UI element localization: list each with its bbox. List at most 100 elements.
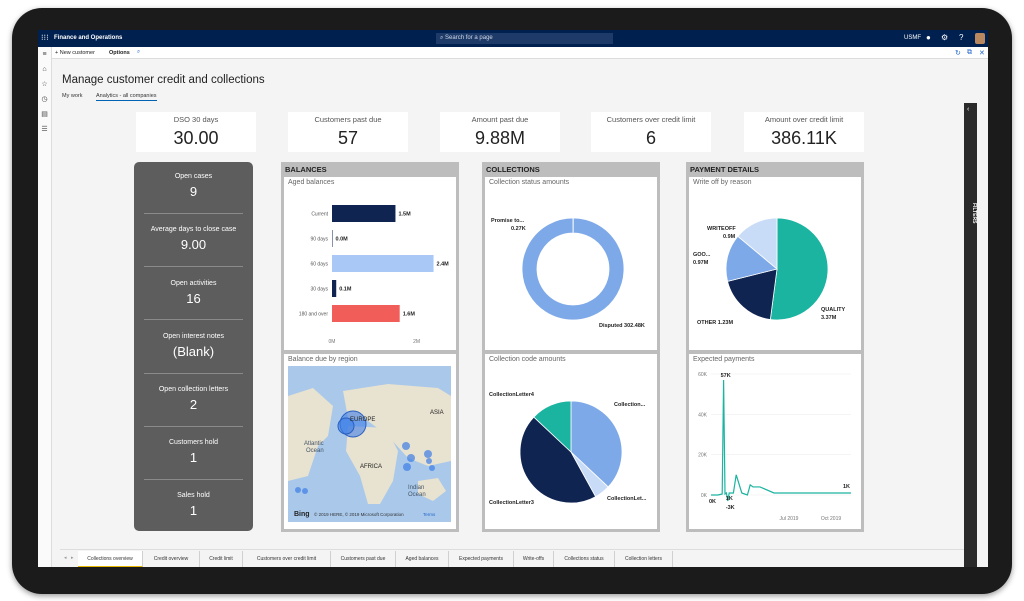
summary-label: Open collection letters [158,386,229,393]
summary-item[interactable]: Open activities 16 [134,280,253,306]
options-button[interactable]: Options [109,50,130,56]
map-terms-link: Terms [423,512,436,517]
y-tick-label: 20K [698,453,708,459]
region-map[interactable]: EUROPE ASIA Atlantic Ocean AFRICA Indian… [288,366,451,522]
expected-payments-chart: 0K 20K 40K 60K Jul 2019 Oct 2019 0K 57K 1K -3K 1K [698,372,851,522]
help-icon[interactable]: ? [959,33,964,42]
collection-status-card[interactable]: Collection status amounts Promise to... 0… [485,177,657,350]
app-name[interactable]: Finance and Operations [54,35,123,41]
divider [144,373,243,374]
kpi-tile[interactable]: DSO 30 days 30.00 [136,112,256,152]
kpi-label: Amount over credit limit [764,115,844,124]
bar-data-label: 0.1M [339,287,352,293]
summary-value: 16 [186,291,201,306]
card-title: Balance due by region [288,356,358,363]
new-customer-button[interactable]: + New customer [55,50,95,56]
map-attribution: © 2019 HERE, © 2019 Microsoft Corporatio… [314,511,404,517]
divider [144,266,243,267]
search-icon: ⌕ [440,35,444,41]
tab-next-icon[interactable]: ▸ [71,555,74,561]
filters-pane[interactable]: ‹ FILTERS [964,103,977,567]
bell-icon[interactable]: ● [926,33,931,42]
slice-label: CollectionLet... [607,496,647,502]
list-icon[interactable]: ☰ [41,126,48,133]
summary-value: 9.00 [180,237,207,252]
summary-item[interactable]: Customers hold 1 [134,439,253,465]
tab-my-work[interactable]: My work [62,93,83,99]
data-label: 1K [726,496,733,502]
star-icon[interactable]: ☆ [41,81,48,88]
chevron-left-icon[interactable]: ‹ [967,106,970,113]
y-tick-label: 0K [701,493,708,499]
kpi-tile[interactable]: Customers past due 57 [288,112,408,152]
gear-icon[interactable]: ⚙ [941,33,949,42]
kpi-label: Amount past due [471,115,529,124]
collection-code-card[interactable]: Collection code amounts Collection... Col… [485,354,657,529]
tab-prev-icon[interactable]: ◂ [64,555,67,561]
write-off-card[interactable]: Write off by reason QUALITY 3.37M OTHER 1.… [689,177,861,350]
divider [144,319,243,320]
kpi-value: 30.00 [173,128,219,148]
summary-item[interactable]: Open interest notes (Blank) [134,333,253,359]
summary-value: 1 [189,503,198,518]
aged-balances-card[interactable]: Aged balances Current 1.5M 90 days 0.0M 60 d… [284,177,456,350]
home-icon[interactable]: ⌂ [42,66,47,73]
avatar[interactable] [975,33,985,44]
bar-category-label: 30 days [310,287,328,293]
left-nav: ≡ ⌂ ☆ ◷ ▤ ☰ [38,47,52,567]
bar-category-label: 180 and over [299,312,329,318]
aged-balances-chart: Current 1.5M 90 days 0.0M 60 days 2.4M 30 days… [299,205,449,345]
kpi-tile[interactable]: Amount over credit limit 386.11K [744,112,864,152]
slice-label: Collection... [614,402,646,408]
slice-value-label: 3.37M [821,315,837,321]
summary-label: Open interest notes [162,333,225,340]
report-tab[interactable]: Customers over credit limit [243,551,331,567]
data-label: 1K [843,484,850,490]
report-tab[interactable]: Credit limit [200,551,243,567]
search-icon[interactable]: ⌕ [137,49,141,55]
tab-analytics[interactable]: Analytics - all companies [96,93,157,101]
balances-section: BALANCES Aged balances Current 1.5M 90 day… [281,162,459,532]
bar [332,255,434,272]
popout-icon[interactable]: ⧉ [967,49,972,56]
summary-item[interactable]: Sales hold 1 [134,492,253,518]
bar [332,230,333,247]
kpi-label: Customers over credit limit [606,115,696,124]
kpi-tile[interactable]: Customers over credit limit 6 [591,112,711,152]
company-picker[interactable]: USMF [904,35,921,41]
clock-icon[interactable]: ◷ [41,96,48,103]
waffle-icon[interactable]: ⁝⁝⁝ [41,33,49,42]
bar-data-label: 1.5M [398,212,411,218]
bar-category-label: 60 days [310,262,328,268]
summary-item[interactable]: Open cases 9 [134,173,253,199]
report-tab[interactable]: Credit overview [143,551,200,567]
close-icon[interactable]: ✕ [979,50,985,57]
collections-section: COLLECTIONS Collection status amounts Pr… [482,162,660,532]
map-label-atlantic-2: Ocean [306,448,324,454]
refresh-icon[interactable]: ↻ [955,50,961,57]
report-tab[interactable]: Expected payments [449,551,514,567]
bar [332,280,337,297]
region-map-card[interactable]: Balance due by region [284,354,456,529]
expected-payments-card[interactable]: Expected payments 0K 20K 40K 60K Jul 2019 Oct… [689,354,861,529]
kpi-tile[interactable]: Amount past due 9.88M [440,112,560,152]
map-label-indian-2: Ocean [408,492,426,498]
report-tab[interactable]: Collections overview [78,551,143,567]
report-tab[interactable]: Collections status [554,551,615,567]
search-input[interactable]: ⌕ Search for a page [436,33,613,44]
bar [332,205,396,222]
report-tab[interactable]: Collection letters [615,551,673,567]
hamburger-icon[interactable]: ≡ [42,51,47,58]
report-tab[interactable]: Customers past due [331,551,396,567]
kpi-value: 386.11K [771,128,837,148]
summary-item[interactable]: Open collection letters 2 [134,386,253,412]
card-title: Write off by reason [693,179,752,186]
report-tab[interactable]: Aged balances [396,551,449,567]
summary-item[interactable]: Average days to close case 9.00 [134,226,253,252]
workspace-icon[interactable]: ▤ [41,111,48,118]
report-tab[interactable]: Write-offs [514,551,554,567]
section-header: PAYMENT DETAILS [690,165,760,174]
collection-status-chart: Promise to... 0.27K Disputed 302.48K [491,217,645,329]
kpi-value: 9.88M [474,128,526,148]
x-tick-label: 2M [413,339,420,345]
